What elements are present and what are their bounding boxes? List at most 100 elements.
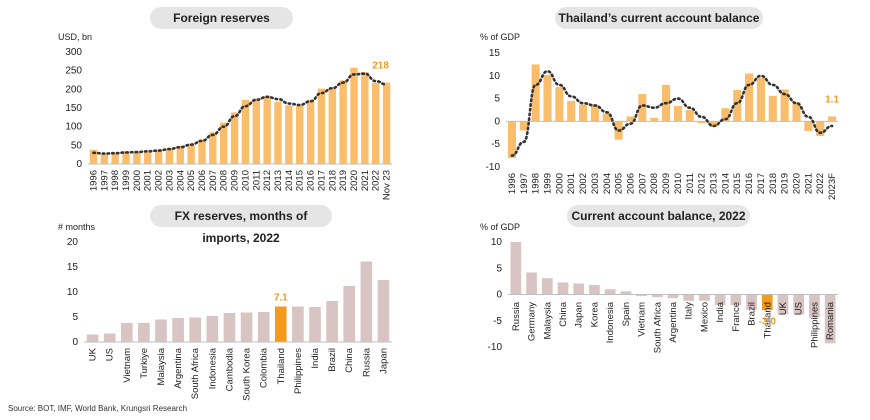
chart3-xtick: India [715, 301, 726, 322]
chart1-xtick: 2014 [720, 173, 731, 194]
chart2-bar [120, 323, 133, 342]
chart0-ytick: 150 [65, 103, 82, 114]
chart1-value-label: 1.1 [825, 94, 839, 105]
reserves-ylabel: USD, bn [58, 32, 93, 42]
chart0-bar [230, 112, 239, 164]
chart3-xtick: Korea [589, 301, 600, 327]
chart3-ytick: 10 [491, 237, 503, 248]
chart3-xtick: Spain [621, 302, 632, 326]
chart1-bar [590, 105, 599, 122]
chart3-bar [730, 294, 742, 305]
chart1-xtick: 2010 [673, 173, 684, 194]
chart0-ytick: 0 [76, 159, 82, 170]
chart3-xtick: Vietnam [637, 302, 648, 337]
chart3-bar [761, 294, 773, 311]
chart3-ytick: -5 [493, 316, 502, 327]
chart2-bar [360, 261, 373, 342]
chart0-bar [122, 151, 130, 164]
chart0-ytick: 200 [65, 84, 82, 95]
chart1-xtick: 2022 [815, 173, 826, 194]
chart1-bar [507, 121, 516, 158]
chart2-bar [189, 317, 202, 342]
chart1-xtick: 2018 [768, 173, 779, 194]
chart2-xtick: South Korea [242, 347, 253, 401]
chart2-bar [103, 333, 116, 342]
chart1-bar [626, 116, 635, 122]
source-note: Source: BOT, IMF, World Bank, Krungsri R… [8, 404, 188, 413]
months-imports-title: FX reserves, months of imports, 2022 [150, 205, 332, 245]
chart2-bar [274, 306, 287, 342]
chart0-bar [176, 146, 184, 164]
chart0-xtick: 2009 [230, 170, 241, 191]
chart0-bar [306, 99, 315, 164]
chart0-ytick: 50 [71, 140, 83, 151]
chart0-xtick: 2020 [349, 170, 360, 191]
chart0-bar [317, 88, 326, 164]
chart1-bar [768, 95, 777, 122]
chart2-xtick: China [344, 347, 355, 373]
chart2-xtick: Malaysia [156, 347, 167, 385]
chart3-xtick: Malaysia [542, 301, 553, 339]
chart2-ytick: 20 [67, 237, 79, 248]
chart3-xtick: Germany [527, 302, 538, 341]
chart1-ytick: 5 [494, 94, 500, 105]
chart3-xtick: UK [778, 301, 789, 315]
chart0-xtick: 2022 [371, 170, 382, 191]
chart0-bar [241, 99, 250, 164]
chart1-xtick: 2006 [626, 173, 637, 194]
chart1-xtick: 2004 [602, 173, 613, 194]
chart0-bar [220, 122, 228, 164]
chart0-bar [372, 82, 380, 164]
chart3-bar [541, 278, 553, 295]
chart1-bar [709, 121, 718, 127]
chart2-xtick: Philippines [293, 348, 304, 394]
chart1-xtick: 2017 [756, 173, 767, 194]
chart3-bar [620, 291, 632, 295]
chart3-bar [604, 289, 616, 295]
chart1-bar [804, 121, 813, 131]
chart2-xtick: Turkiye [139, 348, 150, 379]
chart3-bar [793, 294, 805, 315]
chart1-bar [602, 113, 611, 122]
chart3-bar [557, 282, 569, 295]
chart0-xtick: 2000 [132, 170, 143, 191]
chart0-xtick: 2012 [262, 170, 273, 191]
chart3-bar [699, 294, 710, 301]
chart2-bar [172, 318, 184, 342]
chart1-bar [579, 104, 588, 122]
chart0-bar [100, 153, 108, 164]
chart1-xtick: 2015 [732, 173, 743, 194]
chart2-xtick: UK [88, 347, 99, 361]
chart0-xtick: 2001 [143, 170, 154, 191]
ca-2022-title: Current account balance, 2022 [567, 205, 750, 227]
chart1-xtick: 2011 [685, 173, 696, 193]
chart3-xtick: Argentina [668, 301, 679, 342]
chart3-xtick: Thailand [762, 302, 773, 338]
chart1-xtick: 1997 [519, 173, 530, 194]
chart1-xtick: 2007 [637, 173, 648, 194]
chart0-xtick: 2003 [164, 170, 175, 191]
chart3-xtick: Italy [684, 302, 695, 320]
chart2-bar [326, 301, 338, 342]
chart0-xtick: 2006 [197, 170, 208, 191]
chart1-xtick: 2020 [792, 173, 803, 194]
chart0-bar [263, 96, 271, 164]
chart0-bar [274, 101, 282, 164]
chart0-bar [133, 152, 141, 164]
chart0-value-label: 218 [372, 61, 389, 72]
chart2-xtick: India [310, 347, 321, 368]
chart2-bar [206, 316, 219, 342]
chart2-bar [240, 312, 253, 342]
chart0-xtick: 2005 [186, 170, 197, 191]
chart0-xtick: 1997 [99, 170, 110, 191]
chart3-xtick: Indonesia [605, 301, 616, 343]
chart1-bar [721, 108, 730, 122]
chart3-value-label: -3.0 [759, 316, 777, 327]
chart0-xtick: 2013 [273, 170, 284, 191]
chart3-ytick: 5 [496, 263, 502, 274]
chart1-ytick: 0 [494, 116, 500, 127]
chart1-xtick: 2021 [803, 173, 814, 194]
chart3-xtick: Romania [825, 301, 836, 340]
chart3-bar [746, 294, 757, 310]
chart3-bar [589, 285, 600, 295]
